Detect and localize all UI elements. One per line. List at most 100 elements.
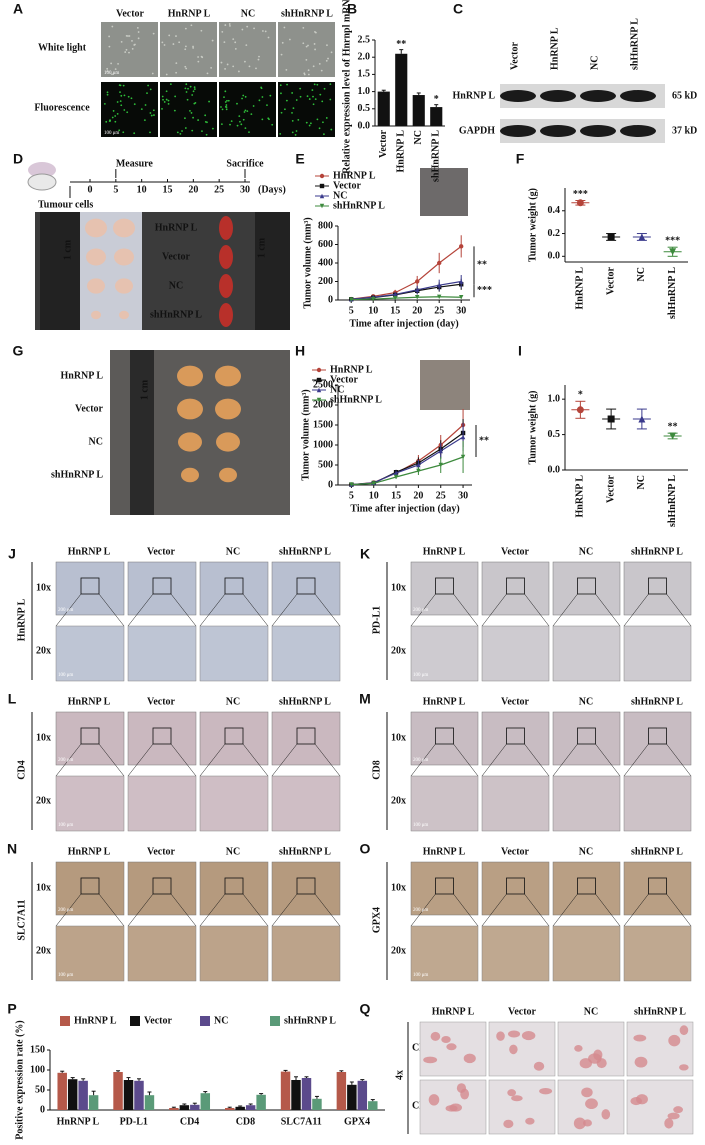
cell-dot — [120, 40, 123, 43]
x-tick-label: 25 — [434, 305, 444, 316]
cell-dot — [173, 109, 176, 112]
column-header: Vector — [509, 41, 520, 70]
marker — [459, 295, 464, 300]
zoom-line — [552, 893, 578, 927]
follicle — [430, 1031, 441, 1041]
cell-dot — [108, 45, 111, 48]
magnification-label: 20x — [391, 645, 406, 656]
scale-label: 100 μm — [104, 131, 119, 136]
y-axis-label: Relative expression level of Hnrnpl mRNA — [341, 0, 352, 174]
cell-dot — [184, 87, 187, 90]
band-label: HnRNP L — [452, 90, 495, 101]
cell-dot — [123, 109, 126, 111]
bar — [312, 1098, 322, 1110]
bar — [57, 1072, 67, 1110]
marker — [638, 415, 646, 423]
cell-dot — [325, 59, 328, 62]
cell-dot — [185, 67, 188, 70]
magnification-label: 20x — [391, 945, 406, 956]
series-line — [351, 296, 462, 301]
mouse-icon — [27, 173, 57, 191]
magnification-label: 10x — [36, 582, 51, 593]
cell-dot — [241, 28, 244, 31]
micrograph — [623, 861, 692, 916]
cell-dot — [264, 30, 267, 33]
follicle — [521, 1030, 536, 1041]
cell-dot — [308, 98, 311, 100]
cell-dot — [151, 72, 154, 75]
group-label: shHnRNP L — [51, 469, 103, 480]
cell-dot — [172, 43, 175, 45]
zoom-box — [506, 877, 525, 895]
legend-label: HnRNP L — [74, 1015, 117, 1026]
tumor — [114, 248, 134, 266]
cell-dot — [234, 41, 237, 44]
y-tick-label: 0.2 — [548, 228, 561, 239]
series-line — [351, 245, 462, 300]
column-header: shHnRNP L — [279, 696, 331, 707]
cell-dot — [236, 124, 239, 127]
y-tick-label: 100 — [30, 1064, 45, 1075]
cell-dot — [299, 95, 302, 98]
cell-dot — [325, 117, 328, 119]
y-tick-label: 400 — [318, 257, 333, 268]
micrograph — [410, 861, 479, 916]
cell-dot — [234, 48, 237, 50]
micrograph — [160, 82, 217, 137]
x-tick-label: GPX4 — [344, 1116, 370, 1127]
follicle — [581, 1087, 593, 1098]
y-tick-label: 800 — [318, 220, 333, 231]
cell-dot — [245, 44, 248, 47]
bar — [395, 53, 408, 127]
magnification-label: 10x — [391, 732, 406, 743]
cell-dot — [302, 42, 305, 45]
x-tick-label: 5 — [349, 490, 354, 501]
legend-label: shHnRNP L — [284, 1015, 336, 1026]
scale-label: 100 μm — [58, 973, 73, 978]
zoom-box — [296, 877, 316, 895]
legend-swatch — [130, 1016, 140, 1026]
follicle — [667, 1112, 680, 1120]
band — [500, 125, 536, 137]
tumor — [181, 467, 199, 483]
column-header: NC — [226, 696, 240, 707]
cell-dot — [224, 68, 226, 70]
band-label: GAPDH — [459, 125, 495, 136]
follicle — [673, 1106, 683, 1114]
cell-dot — [127, 35, 129, 37]
column-header: HnRNP L — [68, 696, 111, 707]
legend-label: Vector — [333, 180, 362, 191]
x-tick-label: HnRNP L — [396, 130, 407, 173]
cell-dot — [280, 92, 282, 95]
y-tick-label: 0.0 — [358, 120, 371, 131]
panel-letter: M — [359, 691, 371, 707]
y-tick-label: 150 — [30, 1044, 45, 1055]
zoom-line — [170, 743, 197, 777]
x-tick-label: HnRNP L — [575, 267, 586, 310]
cell-dot — [193, 88, 196, 90]
cell-dot — [106, 91, 109, 94]
cell-dot — [226, 63, 229, 66]
panel-letter: Q — [360, 1001, 371, 1017]
marker — [638, 233, 646, 241]
x-tick-label: 30 — [456, 305, 466, 316]
bar — [412, 95, 425, 126]
legend-swatch — [60, 1016, 70, 1026]
legend-label: shHnRNP L — [333, 200, 385, 211]
cell-dot — [220, 123, 223, 125]
timeline-unit: (Days) — [258, 184, 286, 195]
cell-dot — [205, 133, 208, 136]
timeline-label: 30 — [240, 184, 250, 195]
zoom-line — [242, 743, 269, 777]
cell-dot — [280, 53, 283, 56]
x-tick-label: shHnRNP L — [667, 475, 678, 527]
column-header: HnRNP L — [423, 546, 466, 557]
zoom-line — [410, 743, 436, 777]
y-axis-label: Tumor weight (g) — [527, 391, 538, 465]
cell-dot — [309, 122, 312, 125]
zoom-line — [98, 893, 125, 927]
y-tick-label: 2.5 — [358, 34, 371, 45]
cell-dot — [134, 43, 136, 46]
cell-dot — [210, 66, 213, 69]
bar — [134, 1080, 144, 1110]
